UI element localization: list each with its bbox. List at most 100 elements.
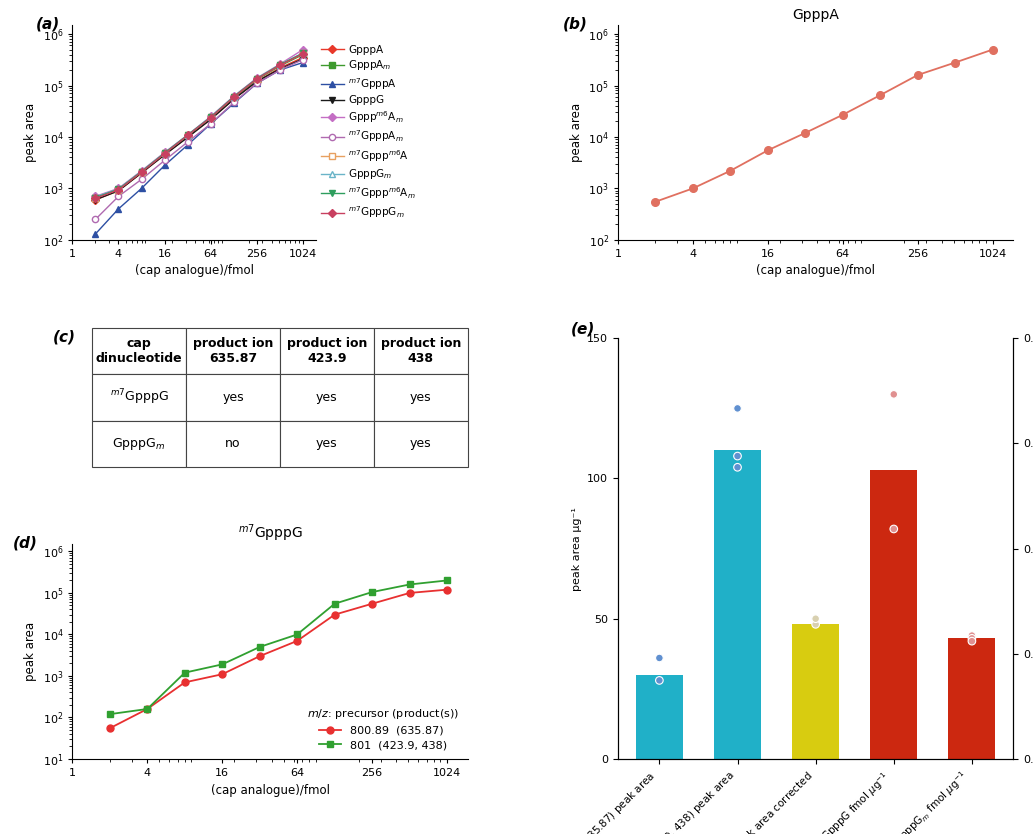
GpppG — [227, 94, 240, 104]
Point — [964, 629, 980, 642]
$^{m7}$Gppp$^{m6}$A$_m$ — [135, 167, 148, 177]
GpppG — [135, 168, 148, 178]
$^{m7}$GpppG$_m$ — [205, 113, 217, 123]
GpppG$_m$ — [274, 59, 286, 69]
$^{m7}$GpppG$_m$ — [89, 193, 101, 203]
Line: 800.89  (635.87): 800.89 (635.87) — [107, 586, 451, 731]
$^{m7}$GpppA$_m$ — [135, 174, 148, 184]
$^{m7}$GpppA$_m$ — [182, 137, 194, 147]
Bar — [714, 450, 761, 759]
Title: GpppA: GpppA — [792, 8, 839, 23]
Y-axis label: peak area: peak area — [24, 622, 37, 681]
GpppA$_m$ — [250, 75, 263, 85]
$^{m7}$GpppG$_m$ — [158, 148, 171, 158]
GpppA$_m$ — [158, 148, 171, 158]
Text: (a): (a) — [36, 17, 60, 32]
$^{m7}$Gppp$^{m6}$A — [182, 130, 194, 140]
$^{m7}$Gppp$^{m6}$A$_m$ — [274, 60, 286, 70]
800.89  (635.87) — [291, 636, 303, 646]
GpppA — [158, 150, 171, 160]
$^{m7}$GpppG$_m$ — [250, 74, 263, 84]
GpppG — [205, 114, 217, 124]
GpppG — [297, 54, 309, 64]
$^{m7}$Gppp$^{m6}$A — [113, 184, 125, 194]
Line: $^{m7}$Gppp$^{m6}$A$_m$: $^{m7}$Gppp$^{m6}$A$_m$ — [92, 50, 306, 201]
$^{m7}$GpppA$_m$ — [250, 78, 263, 88]
$^{m7}$GpppA — [274, 65, 286, 75]
Gppp$^{m6}$A$_m$ — [205, 112, 217, 122]
Line: Gppp$^{m6}$A$_m$: Gppp$^{m6}$A$_m$ — [92, 47, 306, 199]
GpppG — [250, 77, 263, 87]
801  (423.9, 438) — [103, 709, 116, 719]
GpppA — [227, 94, 240, 104]
$^{m7}$GpppA — [205, 118, 217, 128]
$^{m7}$GpppA — [135, 183, 148, 193]
GpppG — [182, 133, 194, 143]
$^{m7}$GpppA$_m$ — [89, 214, 101, 224]
GpppA$_m$ — [89, 193, 101, 203]
Gppp$^{m6}$A$_m$ — [227, 91, 240, 101]
801  (423.9, 438) — [440, 575, 453, 585]
Line: GpppG$_m$: GpppG$_m$ — [92, 50, 306, 200]
$^{m7}$GpppA$_m$ — [158, 155, 171, 165]
800.89  (635.87) — [440, 585, 453, 595]
$^{m7}$GpppG$_m$ — [113, 185, 125, 195]
Line: $^{m7}$GpppA: $^{m7}$GpppA — [92, 59, 306, 237]
Gppp$^{m6}$A$_m$ — [250, 73, 263, 83]
$^{m7}$GpppA — [227, 98, 240, 108]
Gppp$^{m6}$A$_m$ — [297, 44, 309, 54]
Line: $^{m7}$GpppA$_m$: $^{m7}$GpppA$_m$ — [92, 57, 306, 223]
GpppA$_m$ — [227, 93, 240, 103]
Point — [885, 522, 902, 535]
Point — [808, 618, 824, 631]
Point — [964, 631, 980, 645]
Line: 801  (423.9, 438): 801 (423.9, 438) — [107, 577, 451, 717]
Line: GpppA$_m$: GpppA$_m$ — [92, 52, 306, 201]
Gppp$^{m6}$A$_m$ — [113, 183, 125, 193]
Point — [729, 450, 746, 463]
Gppp$^{m6}$A$_m$ — [135, 166, 148, 176]
800.89  (635.87) — [253, 651, 266, 661]
$^{m7}$Gppp$^{m6}$A$_m$ — [205, 113, 217, 123]
800.89  (635.87) — [329, 610, 341, 620]
800.89  (635.87) — [179, 677, 191, 687]
GpppA$_m$ — [274, 61, 286, 71]
801  (423.9, 438) — [329, 599, 341, 609]
Bar — [636, 675, 682, 759]
$^{m7}$Gppp$^{m6}$A$_m$ — [182, 130, 194, 140]
GpppA — [297, 53, 309, 63]
GpppG$_m$ — [158, 148, 171, 158]
X-axis label: (cap analogue)/fmol: (cap analogue)/fmol — [756, 264, 875, 278]
$^{m7}$Gppp$^{m6}$A — [227, 92, 240, 102]
$^{m7}$GpppA$_m$ — [297, 54, 309, 64]
GpppA — [113, 186, 125, 196]
Gppp$^{m6}$A$_m$ — [158, 148, 171, 158]
800.89  (635.87) — [216, 669, 229, 679]
Y-axis label: peak area: peak area — [570, 103, 582, 162]
GpppA — [135, 168, 148, 178]
$^{m7}$GpppA — [113, 203, 125, 214]
Bar — [871, 470, 917, 759]
$^{m7}$Gppp$^{m6}$A — [89, 193, 101, 203]
$^{m7}$GpppA — [182, 140, 194, 150]
$^{m7}$GpppA — [297, 58, 309, 68]
GpppG — [113, 186, 125, 196]
Point — [964, 635, 980, 648]
Text: (c): (c) — [53, 329, 75, 344]
$^{m7}$GpppG$_m$ — [297, 48, 309, 58]
$^{m7}$Gppp$^{m6}$A$_m$ — [113, 184, 125, 194]
$^{m7}$Gppp$^{m6}$A$_m$ — [250, 73, 263, 83]
GpppG$_m$ — [113, 183, 125, 193]
Point — [729, 402, 746, 415]
X-axis label: (cap analogue)/fmol: (cap analogue)/fmol — [134, 264, 253, 278]
GpppG — [274, 64, 286, 74]
$^{m7}$Gppp$^{m6}$A — [250, 73, 263, 83]
GpppA$_m$ — [205, 113, 217, 123]
Gppp$^{m6}$A$_m$ — [274, 59, 286, 69]
Line: $^{m7}$Gppp$^{m6}$A: $^{m7}$Gppp$^{m6}$A — [92, 50, 306, 201]
GpppG$_m$ — [182, 130, 194, 140]
Point — [885, 388, 902, 401]
GpppA$_m$ — [297, 49, 309, 59]
Legend: GpppA, GpppA$_m$, $^{m7}$GpppA, GpppG, Gppp$^{m6}$A$_m$, $^{m7}$GpppA$_m$, $^{m7: GpppA, GpppA$_m$, $^{m7}$GpppA, GpppG, G… — [321, 44, 416, 220]
Point — [808, 612, 824, 626]
